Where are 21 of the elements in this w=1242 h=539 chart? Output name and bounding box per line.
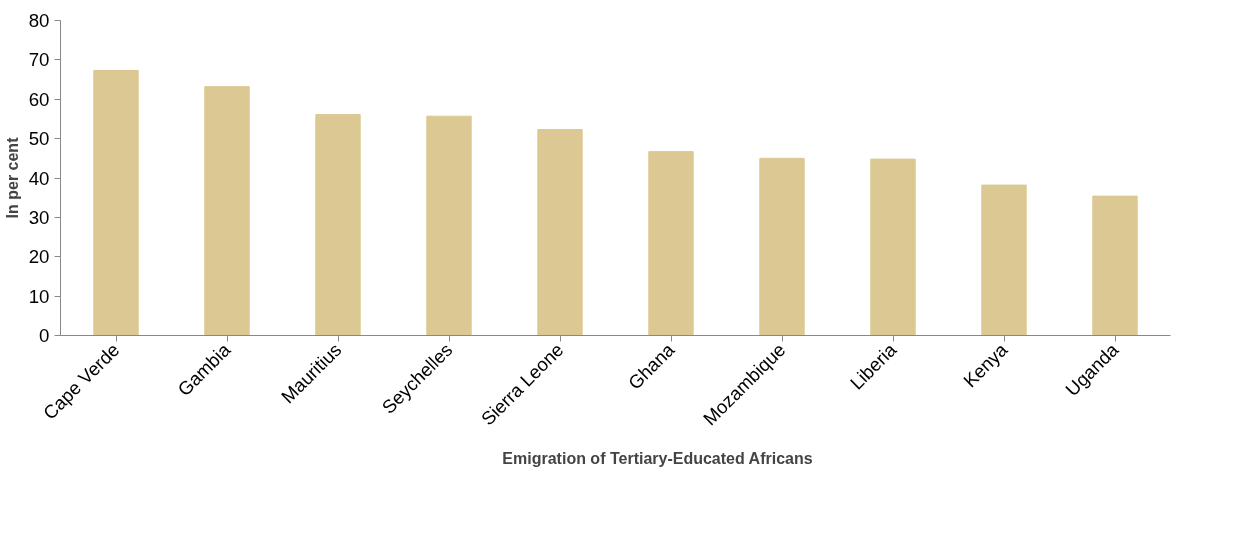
bar: [93, 70, 139, 336]
y-tick-label: 20: [28, 246, 50, 268]
y-tick-label: 80: [28, 10, 50, 31]
bar: [648, 151, 694, 336]
y-tick-label: 40: [28, 167, 50, 189]
bar: [759, 157, 805, 336]
bar: [981, 184, 1027, 336]
y-tick-label: 70: [28, 49, 50, 71]
y-tick-label: 0: [39, 325, 50, 346]
bar: [1092, 195, 1138, 336]
y-tick-label: 60: [28, 88, 50, 110]
y-tick-label: 10: [28, 285, 50, 307]
y-axis-title: In per cent: [3, 136, 21, 219]
y-tick-label: 30: [28, 206, 50, 228]
bar: [870, 158, 916, 336]
bar: [537, 129, 583, 336]
text: Emigration of Tertiary-Educated Africans: [502, 450, 813, 468]
y-tick-label: 50: [28, 128, 50, 150]
bar: [315, 114, 361, 336]
bar: [204, 86, 250, 336]
bar: [426, 115, 472, 336]
